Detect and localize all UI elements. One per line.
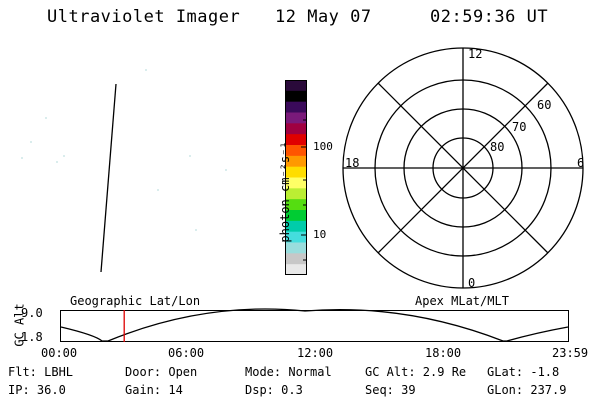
uv-image-panel: [21, 69, 227, 273]
colorbar-swatch: [285, 220, 307, 233]
colorbar-swatch: [285, 90, 307, 103]
app-title: Ultraviolet Imager: [47, 7, 241, 27]
colorbar-swatch: [285, 166, 307, 178]
speckle: [145, 69, 147, 71]
colorbar-swatch: [285, 123, 307, 135]
speckle: [56, 161, 58, 163]
speckle: [157, 189, 159, 191]
colorbar-swatch: [285, 155, 307, 168]
colorbar-swatch: [285, 80, 307, 92]
speckle: [45, 117, 47, 119]
colorbar-swatch: [285, 253, 307, 265]
speckle: [195, 229, 197, 231]
polar-diagonal: [377, 82, 549, 254]
speckle: [225, 169, 227, 171]
x-tick-2359: 23:59: [552, 346, 589, 360]
polar-label-6: 6: [577, 156, 585, 170]
info-gain: Gain: 14: [125, 383, 183, 397]
info-glon: GLon: 237.9: [487, 383, 567, 397]
info-mode: Mode: Normal: [245, 365, 332, 379]
colorbar-swatch: [285, 242, 307, 254]
y-tick-bottom: 1.8: [21, 330, 43, 344]
terminator-line: [100, 83, 117, 273]
colorbar-swatch: [285, 199, 307, 211]
info-gc-alt: GC Alt: 2.9 Re: [365, 365, 467, 379]
x-tick-0000: 00:00: [41, 346, 78, 360]
colorbar: [285, 80, 307, 275]
colorbar-tick-100: 100: [313, 140, 333, 153]
polar-lat-80: 80: [490, 140, 505, 154]
colorbar-swatch: [285, 134, 307, 146]
colorbar-swatch: [285, 210, 307, 222]
polar-label-18: 18: [345, 156, 360, 170]
speckle: [189, 155, 191, 157]
polar-lat-60: 60: [537, 98, 552, 112]
polar-grid: [342, 47, 584, 289]
y-tick-top: 9.0: [21, 306, 43, 320]
info-dsp: Dsp: 0.3: [245, 383, 303, 397]
timeline-plot: [60, 308, 569, 342]
info-seq: Seq: 39: [365, 383, 416, 397]
info-flt: Flt: LBHL: [8, 365, 74, 379]
info-glat: GLat: -1.8: [487, 365, 560, 379]
colorbar-frame: [285, 80, 307, 275]
colorbar-swatch: [285, 264, 307, 275]
info-ip: IP: 36.0: [8, 383, 66, 397]
x-tick-1800: 18:00: [425, 346, 462, 360]
colorbar-swatches: [285, 80, 307, 275]
colorbar-swatch: [285, 177, 307, 189]
x-tick-0600: 06:00: [168, 346, 205, 360]
colorbar-swatch: [285, 145, 307, 157]
apex-title: Apex MLat/MLT: [415, 294, 509, 308]
colorbar-swatch: [285, 188, 307, 200]
date-label: 12 May 07: [275, 7, 372, 27]
geographic-title: Geographic Lat/Lon: [70, 294, 201, 308]
altitude-curve: [60, 308, 569, 342]
speckle: [30, 141, 32, 143]
colorbar-unit-label: photon cm⁻²s⁻¹: [278, 141, 292, 243]
colorbar-swatch: [285, 101, 307, 113]
colorbar-swatch: [285, 231, 307, 243]
colorbar-swatch: [285, 112, 307, 124]
polar-label-12: 12: [468, 47, 483, 61]
colorbar-tick-10: 10: [313, 228, 327, 241]
speckle: [21, 157, 23, 159]
time-label: 02:59:36 UT: [430, 7, 549, 27]
speckle: [63, 155, 65, 157]
info-door: Door: Open: [125, 365, 198, 379]
polar-lat-70: 70: [512, 120, 527, 134]
x-tick-1200: 12:00: [297, 346, 334, 360]
polar-label-0: 0: [468, 276, 476, 290]
